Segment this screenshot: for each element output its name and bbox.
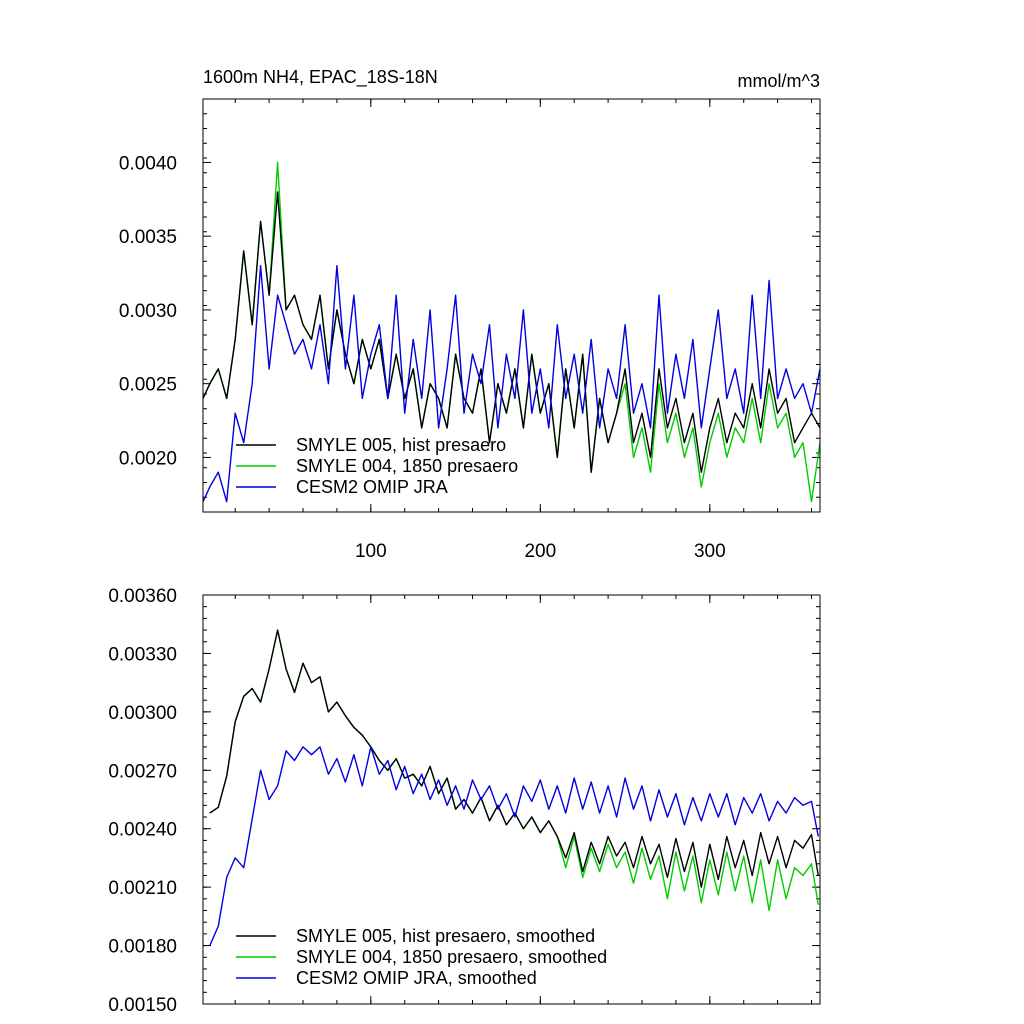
- bottom-series-lines: [209, 629, 819, 946]
- top-series-line-2: [202, 265, 821, 503]
- top-xtick-label: 300: [694, 541, 726, 562]
- top-series-line-0: [202, 191, 821, 473]
- bottom-axes: 0.00150 0.00180 0.00210 0.00240 0.00270 0.003…: [108, 586, 820, 1016]
- bottom-series-line-2: [209, 746, 819, 946]
- bottom-ytick-label: 0.00180: [108, 937, 177, 958]
- top-ytick-label: 0.0020: [119, 448, 177, 469]
- top-series-lines: [202, 161, 821, 503]
- bottom-panel: 0.00150 0.00180 0.00210 0.00240 0.00270 0.003…: [108, 586, 821, 1016]
- bottom-ytick-label: 0.00360: [108, 586, 177, 607]
- bottom-legend-label: CESM2 OMIP JRA, smoothed: [296, 968, 537, 988]
- bottom-legend-label: SMYLE 005, hist presaero, smoothed: [296, 926, 595, 946]
- top-ytick-label: 0.0035: [119, 227, 177, 248]
- bottom-series-line-0: [209, 629, 819, 888]
- bottom-ytick-label: 0.00300: [108, 703, 177, 724]
- top-ytick-label: 0.0030: [119, 301, 177, 322]
- bottom-ytick-label: 0.00150: [108, 995, 177, 1016]
- top-legend-label: SMYLE 004, 1850 presaero: [296, 456, 518, 476]
- top-panel-title: 1600m NH4, EPAC_18S-18N: [203, 67, 438, 88]
- bottom-legend-label: SMYLE 004, 1850 presaero, smoothed: [296, 947, 607, 967]
- top-xtick-label: 200: [524, 541, 556, 562]
- top-axes: 0.0020 0.0025 0.0030 0.0035 0.0040 100 200 300: [119, 98, 820, 562]
- bottom-ytick-label: 0.00210: [108, 878, 177, 899]
- top-legend-label: SMYLE 005, hist presaero: [296, 435, 506, 455]
- bottom-ytick-label: 0.00330: [108, 644, 177, 665]
- bottom-plot-frame: [202, 594, 821, 1005]
- top-legend-label: CESM2 OMIP JRA: [296, 477, 448, 497]
- bottom-legend: SMYLE 005, hist presaero, smoothedSMYLE …: [236, 926, 607, 988]
- top-xtick-label: 100: [355, 541, 387, 562]
- bottom-ytick-label: 0.00240: [108, 820, 177, 841]
- top-plot-frame: [202, 98, 821, 513]
- top-panel-units: mmol/m^3: [738, 71, 820, 91]
- top-panel: 1600m NH4, EPAC_18S-18N mmol/m^3 0.00200…: [119, 67, 821, 562]
- top-ytick-label: 0.0040: [119, 153, 177, 174]
- top-ytick-label: 0.0025: [119, 375, 177, 396]
- bottom-ytick-label: 0.00270: [108, 761, 177, 782]
